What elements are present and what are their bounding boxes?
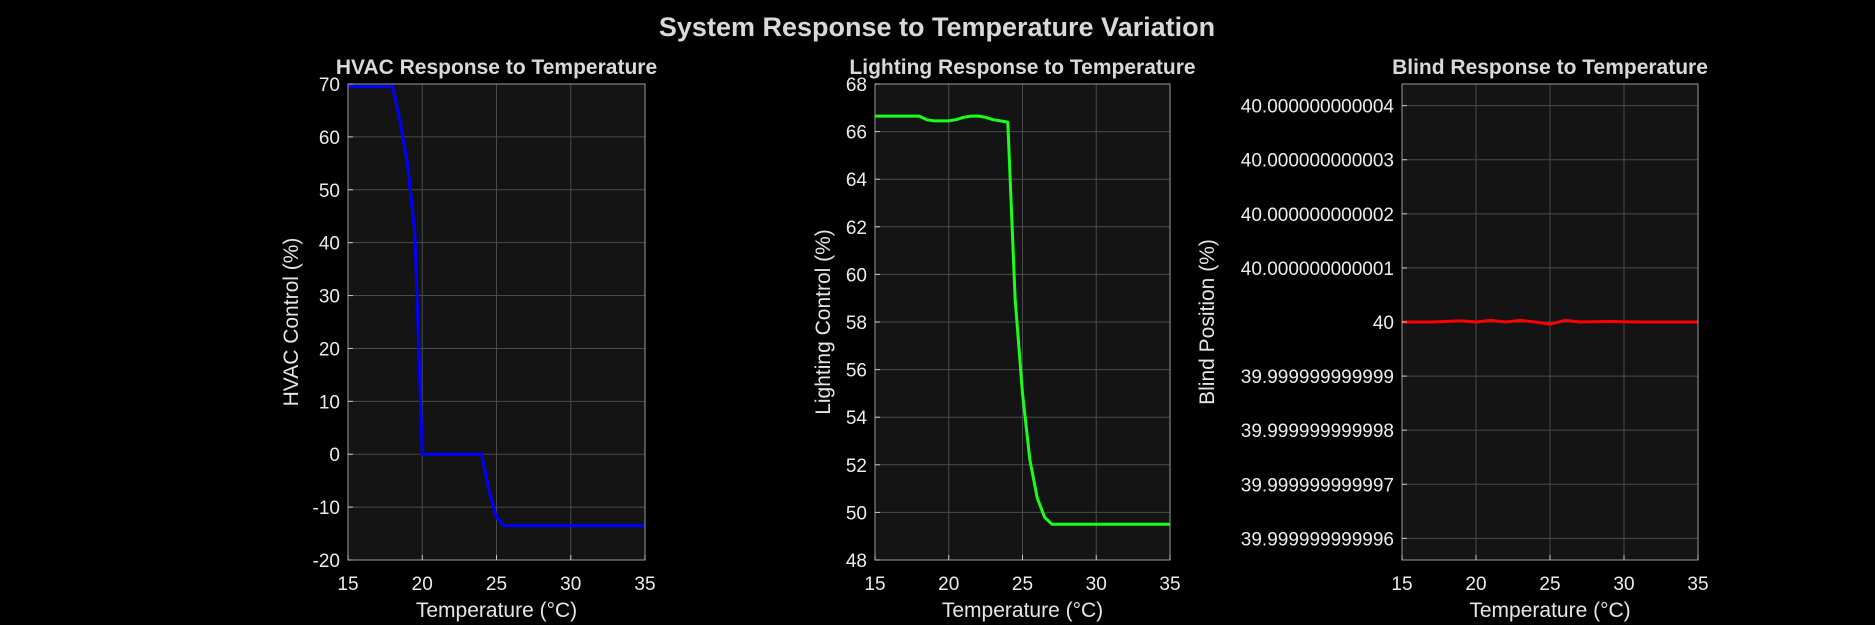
blind-chart: 15 20 25 30 35 39.999999999996 39.999999999997… <box>1196 56 1709 622</box>
hvac-chart: 15 20 25 30 35 -20 -10 0 10 20 30 40 50 60 70 HVAC Res… <box>280 56 657 622</box>
y-tick-label: 39.999999999998 <box>1241 421 1394 442</box>
lighting-chart: 15 20 25 30 35 48 50 52 54 56 58 60 62 64 66 68 Lightin… <box>812 56 1196 622</box>
y-tick-label: -10 <box>313 498 340 519</box>
y-tick-label: 20 <box>319 339 340 360</box>
y-tick-label: 0 <box>329 445 340 466</box>
chart-title: Blind Response to Temperature <box>1392 56 1708 79</box>
y-tick-label: 60 <box>846 265 867 286</box>
x-tick-label: 15 <box>864 574 885 595</box>
y-tick-label: 10 <box>319 392 340 413</box>
x-tick-label: 15 <box>1391 574 1412 595</box>
x-tick-label: 20 <box>938 574 959 595</box>
y-tick-label: 39.999999999996 <box>1241 529 1394 550</box>
figure-title: System Response to Temperature Variation <box>659 12 1215 42</box>
y-tick-label: 58 <box>846 313 867 334</box>
y-tick-label: 40.000000000003 <box>1241 151 1394 172</box>
chart-title: HVAC Response to Temperature <box>336 56 657 79</box>
y-tick-label: 52 <box>846 456 867 477</box>
y-tick-label: 39.999999999999 <box>1241 367 1394 388</box>
y-tick-label: 56 <box>846 361 867 382</box>
y-tick-label: 40.000000000004 <box>1241 97 1395 118</box>
x-tick-label: 25 <box>1012 574 1033 595</box>
x-tick-label: 35 <box>634 574 655 595</box>
y-tick-label: 40 <box>1373 313 1394 334</box>
y-tick-label: -20 <box>313 551 340 572</box>
y-tick-label: 39.999999999997 <box>1241 475 1394 496</box>
x-tick-label: 20 <box>1465 574 1486 595</box>
x-tick-label: 35 <box>1159 574 1180 595</box>
y-tick-label: 70 <box>319 75 340 96</box>
x-tick-label: 30 <box>560 574 581 595</box>
x-tick-label: 30 <box>1086 574 1107 595</box>
hvac-series-line <box>348 85 645 528</box>
y-tick-label: 68 <box>846 75 867 96</box>
x-tick-label: 20 <box>412 574 433 595</box>
y-tick-label: 66 <box>846 123 867 144</box>
lighting-series-line <box>875 114 1170 526</box>
x-axis-label: Temperature (°C) <box>416 599 577 622</box>
x-tick-label: 30 <box>1613 574 1634 595</box>
x-tick-label: 15 <box>337 574 358 595</box>
y-tick-label: 50 <box>846 503 867 524</box>
y-tick-label: 54 <box>846 408 868 429</box>
y-axis-label: Lighting Control (%) <box>812 229 835 415</box>
y-tick-label: 62 <box>846 218 867 239</box>
x-tick-label: 35 <box>1687 574 1708 595</box>
blind-series-line <box>1402 318 1698 326</box>
y-tick-label: 64 <box>846 170 868 191</box>
x-axis-label: Temperature (°C) <box>942 599 1103 622</box>
y-axis-label: HVAC Control (%) <box>280 238 303 407</box>
x-tick-label: 25 <box>1539 574 1560 595</box>
y-tick-label: 60 <box>319 128 340 149</box>
y-tick-label: 50 <box>319 181 340 202</box>
x-axis-label: Temperature (°C) <box>1469 599 1630 622</box>
y-tick-label: 40.000000000001 <box>1241 259 1394 280</box>
y-tick-label: 40 <box>319 234 340 255</box>
y-tick-label: 40.000000000002 <box>1241 205 1394 226</box>
chart-title: Lighting Response to Temperature <box>849 56 1195 79</box>
y-tick-label: 30 <box>319 287 340 308</box>
x-tick-label: 25 <box>486 574 507 595</box>
y-tick-label: 48 <box>846 551 867 572</box>
y-axis-label: Blind Position (%) <box>1196 239 1219 405</box>
